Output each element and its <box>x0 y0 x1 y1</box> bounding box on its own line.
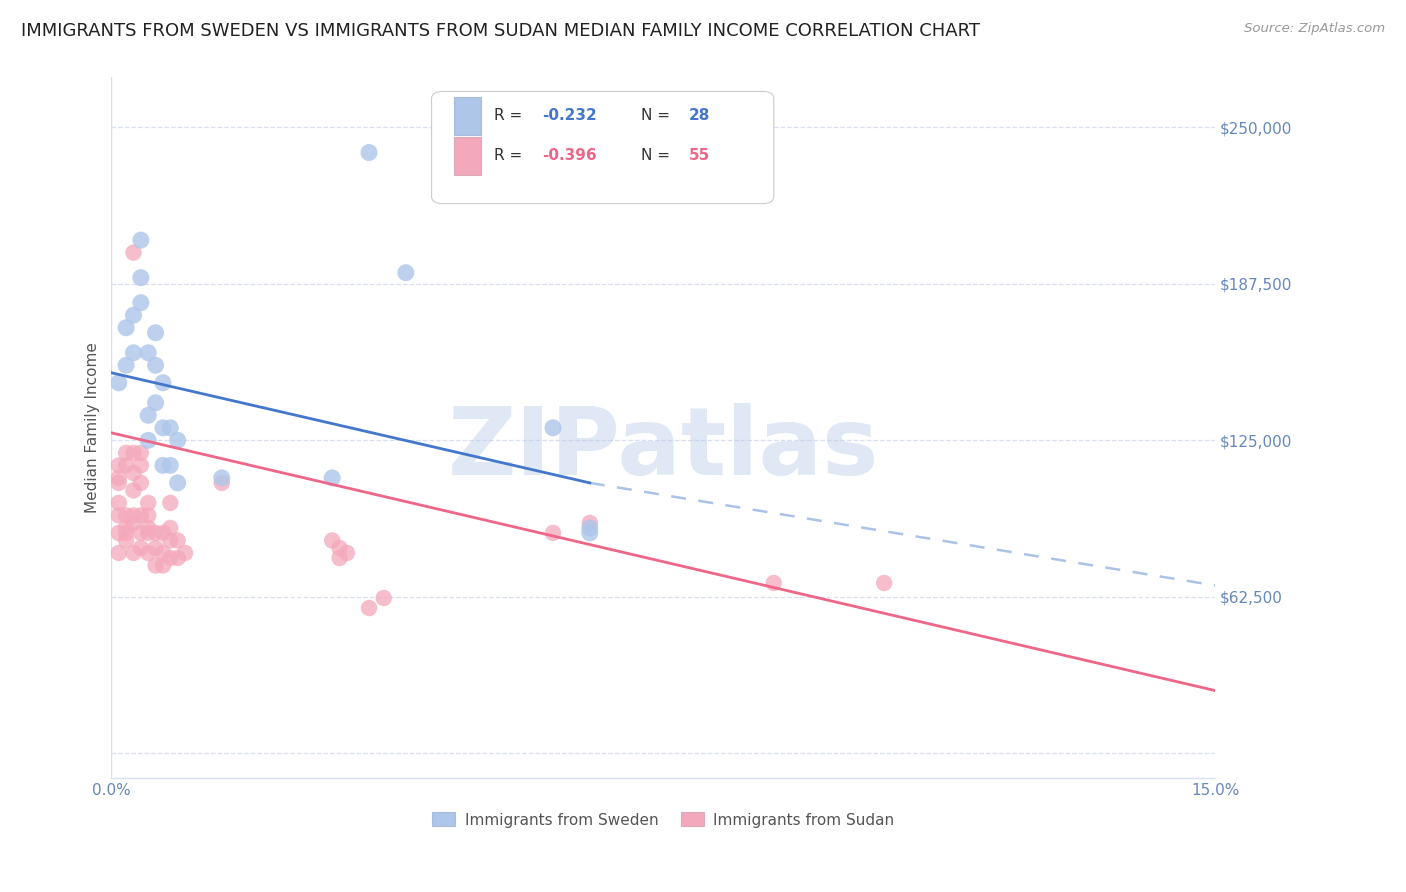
Point <box>166 533 188 548</box>
Point <box>321 471 343 485</box>
Point <box>122 546 145 560</box>
Text: Source: ZipAtlas.com: Source: ZipAtlas.com <box>1244 22 1385 36</box>
Point <box>122 245 145 260</box>
Point <box>136 521 159 535</box>
Point <box>395 266 418 280</box>
Point <box>129 525 152 540</box>
Point <box>329 551 352 566</box>
Text: -0.232: -0.232 <box>541 109 596 123</box>
Point <box>115 458 138 473</box>
Y-axis label: Median Family Income: Median Family Income <box>86 343 100 513</box>
Point <box>107 496 129 510</box>
Point <box>578 516 600 530</box>
Point <box>129 270 152 285</box>
Point <box>152 458 174 473</box>
Point <box>107 508 129 523</box>
Point <box>145 326 167 340</box>
Point <box>129 446 152 460</box>
Point <box>357 601 380 615</box>
Point <box>136 525 159 540</box>
Point <box>107 471 129 485</box>
Point <box>122 308 145 322</box>
Point <box>136 409 159 423</box>
Point <box>145 358 167 372</box>
Point <box>115 521 138 535</box>
Point <box>152 546 174 560</box>
Point <box>107 475 129 490</box>
Text: R =: R = <box>495 109 527 123</box>
Point <box>159 458 181 473</box>
Point <box>166 475 188 490</box>
Point <box>145 396 167 410</box>
Point <box>357 145 380 160</box>
Point <box>159 551 181 566</box>
Point <box>174 546 197 560</box>
Point <box>578 521 600 535</box>
Legend: Immigrants from Sweden, Immigrants from Sudan: Immigrants from Sweden, Immigrants from … <box>426 806 900 834</box>
Text: 55: 55 <box>689 148 710 163</box>
Text: R =: R = <box>495 148 527 163</box>
Point <box>373 591 395 605</box>
Point <box>578 525 600 540</box>
Point <box>122 508 145 523</box>
Point <box>152 421 174 435</box>
Point <box>159 533 181 548</box>
Point <box>122 446 145 460</box>
Point <box>873 576 896 591</box>
Text: 28: 28 <box>689 109 710 123</box>
Point <box>159 421 181 435</box>
Point <box>136 546 159 560</box>
Text: N =: N = <box>641 109 675 123</box>
Point <box>166 434 188 448</box>
Point <box>136 508 159 523</box>
Point <box>145 525 167 540</box>
Point <box>159 496 181 510</box>
Point <box>115 446 138 460</box>
Point <box>136 434 159 448</box>
Point <box>107 525 129 540</box>
Point <box>129 541 152 555</box>
Point <box>122 516 145 530</box>
Point <box>107 546 129 560</box>
Point <box>145 558 167 573</box>
Point <box>129 233 152 247</box>
Point <box>129 295 152 310</box>
Point <box>336 546 359 560</box>
Point <box>136 345 159 359</box>
Point <box>152 525 174 540</box>
Point <box>541 421 564 435</box>
Point <box>211 475 233 490</box>
Point <box>166 551 188 566</box>
Point <box>211 471 233 485</box>
Point <box>115 358 138 372</box>
Text: -0.396: -0.396 <box>541 148 596 163</box>
FancyBboxPatch shape <box>432 92 773 203</box>
Point <box>122 466 145 480</box>
Point <box>115 525 138 540</box>
Point <box>152 558 174 573</box>
Point <box>136 496 159 510</box>
Text: ZIPatlas: ZIPatlas <box>447 403 879 495</box>
Point <box>129 508 152 523</box>
Point <box>321 533 343 548</box>
Point <box>129 458 152 473</box>
Point <box>159 521 181 535</box>
Point <box>122 483 145 498</box>
Point <box>541 525 564 540</box>
Point <box>152 376 174 390</box>
Text: N =: N = <box>641 148 675 163</box>
Point <box>107 458 129 473</box>
Point <box>115 320 138 334</box>
Point <box>762 576 785 591</box>
Point <box>129 475 152 490</box>
Point <box>107 376 129 390</box>
Bar <box>454 96 481 136</box>
Point <box>145 541 167 555</box>
Point <box>122 345 145 359</box>
Text: IMMIGRANTS FROM SWEDEN VS IMMIGRANTS FROM SUDAN MEDIAN FAMILY INCOME CORRELATION: IMMIGRANTS FROM SWEDEN VS IMMIGRANTS FRO… <box>21 22 980 40</box>
Point <box>115 533 138 548</box>
Point <box>115 508 138 523</box>
Point <box>329 541 352 555</box>
Bar <box>454 136 481 175</box>
